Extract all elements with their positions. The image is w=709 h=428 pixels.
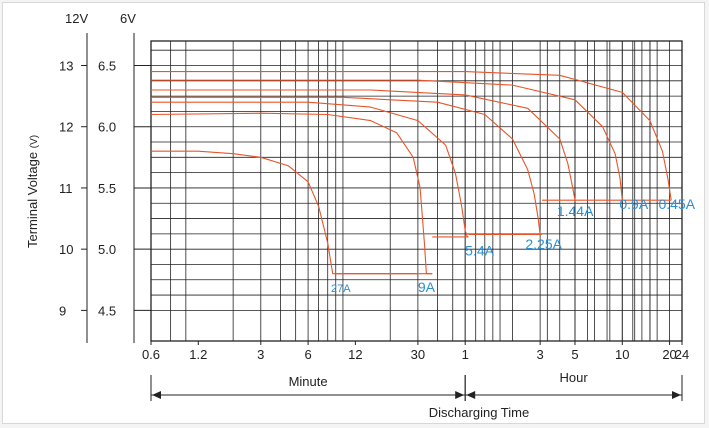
- y-axis-title: Terminal Voltage (V): [25, 135, 40, 248]
- y-tick-label-12v: 9: [59, 303, 66, 318]
- y-axis-title-unit: (V): [29, 135, 40, 148]
- curve-27A: [151, 150, 418, 275]
- range-arrow-head: [466, 391, 476, 399]
- range-arrow-head: [455, 391, 465, 399]
- curve-label-0-45A: 0.45A: [658, 196, 695, 212]
- y-tick-label-12v: 11: [59, 181, 73, 196]
- x-tick-label: 3: [537, 347, 544, 362]
- curve-2-25A: [151, 96, 542, 236]
- curve-1-44A: [151, 89, 576, 201]
- x-tick-label: 1.2: [189, 347, 207, 362]
- curve-label-5-4A: 5.4A: [465, 242, 494, 258]
- y-axis-title-main: Terminal Voltage: [25, 148, 40, 248]
- range-arrow-head: [152, 391, 161, 399]
- y-tick-label-12v: 10: [59, 242, 73, 257]
- x-tick-label: 20: [662, 347, 676, 362]
- grid-lines: [150, 40, 683, 342]
- plot-border: [150, 40, 683, 342]
- curve-0-9A: [151, 79, 623, 201]
- curve-labels: 27A 9A 5.4A 2.25A 1.44A 0.9A 0.45A: [331, 196, 696, 295]
- curve-label-27A: 27A: [331, 283, 351, 295]
- y-tick-label-12v: 13: [59, 58, 73, 73]
- y-tick-label-6v: 5.0: [98, 242, 116, 257]
- x-tick-label: 6: [304, 347, 311, 362]
- x-tick-label: 12: [348, 347, 362, 362]
- range-label-hour: Hour: [559, 370, 588, 385]
- discharge-chart: 27A 9A 5.4A 2.25A 1.44A 0.9A 0.45A 12V 6V 6.5 6.0…: [25, 11, 696, 420]
- x-tick-label: 5: [571, 347, 578, 362]
- y-tick-label-6v: 4.5: [98, 303, 116, 318]
- x-tick-label: 24: [675, 347, 689, 362]
- range-arrow-head: [672, 391, 681, 399]
- y-axis-header-12v: 12V: [65, 11, 88, 26]
- x-tick-label: 0.6: [142, 347, 160, 362]
- curve-label-1-44A: 1.44A: [557, 203, 594, 219]
- curve-5-4A: [151, 101, 469, 238]
- y-tick-label-12v: 12: [59, 120, 73, 135]
- discharge-curves: [150, 71, 672, 275]
- x-tick-label: 30: [411, 347, 425, 362]
- x-tick-label: 3: [257, 347, 264, 362]
- x-tick-label: 10: [615, 347, 629, 362]
- y-tick-label-6v: 6.5: [98, 58, 116, 73]
- curve-label-0-9A: 0.9A: [619, 196, 648, 212]
- curve-0-45A: [151, 71, 672, 201]
- curve-label-2-25A: 2.25A: [525, 236, 562, 252]
- range-label-minute: Minute: [289, 374, 328, 389]
- y-tick-label-6v: 5.5: [98, 181, 116, 196]
- x-axis-title: Discharging Time: [429, 405, 529, 420]
- x-tick-label: 1: [462, 347, 469, 362]
- chart-frame: 27A 9A 5.4A 2.25A 1.44A 0.9A 0.45A 12V 6V 6.5 6.0…: [2, 2, 705, 424]
- y-tick-label-6v: 6.0: [98, 120, 116, 135]
- y-axis-header-6v: 6V: [120, 11, 136, 26]
- curve-label-9A: 9A: [418, 279, 436, 295]
